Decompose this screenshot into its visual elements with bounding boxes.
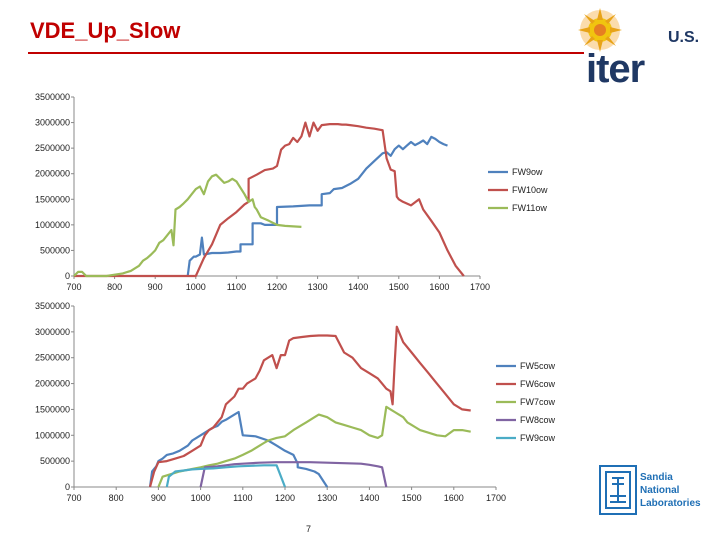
sandia-line-1: Sandia — [640, 472, 673, 483]
legend-label: FW8cow — [520, 415, 556, 425]
page-title: VDE_Up_Slow — [30, 18, 181, 43]
top-chart: 0 500000 1000000 1500000 2000000 2500000 30000… — [35, 92, 548, 292]
y-tick-label: 1500000 — [35, 194, 70, 204]
x-tick-label: 700 — [66, 282, 81, 292]
x-tick-label: 1100 — [227, 282, 246, 292]
series-line-fw6cow — [148, 325, 471, 488]
x-tick-label: 1000 — [191, 493, 211, 503]
sandia-line-2: National — [640, 485, 680, 496]
y-tick-label: 500000 — [40, 456, 70, 466]
y-tick-label: 2500000 — [35, 353, 70, 363]
y-tick-label: 3000000 — [35, 327, 70, 337]
series-line-fw8cow — [199, 461, 388, 488]
x-tick-label: 1100 — [233, 493, 252, 503]
series-line-fw10ow — [74, 121, 465, 278]
x-tick-label: 1400 — [348, 282, 368, 292]
x-tick-label: 1200 — [275, 493, 295, 503]
series-line-fw7cow — [157, 405, 471, 488]
sun-icon — [578, 8, 622, 52]
x-tick-label: 900 — [148, 282, 163, 292]
y-tick-label: 500000 — [40, 245, 70, 255]
x-tick-label: 700 — [66, 493, 81, 503]
y-tick-label: 3000000 — [35, 118, 70, 128]
sandia-line-3: Laboratories — [640, 498, 701, 509]
x-tick-label: 1300 — [308, 282, 328, 292]
x-tick-label: 800 — [107, 282, 122, 292]
x-tick-label: 1600 — [429, 282, 449, 292]
title-underline — [28, 52, 584, 54]
series-line-fw5cow — [148, 410, 329, 488]
y-tick-label: 1000000 — [35, 220, 70, 230]
x-tick-label: 1400 — [359, 493, 379, 503]
legend-label: FW7cow — [520, 397, 556, 407]
x-tick-label: 800 — [109, 493, 124, 503]
x-tick-label: 1500 — [389, 282, 409, 292]
sandia-logo: Sandia National Laboratories — [599, 465, 701, 515]
y-tick-label: 3500000 — [35, 92, 70, 102]
legend-label: FW11ow — [512, 203, 547, 213]
x-tick-label: 900 — [151, 493, 166, 503]
x-tick-label: 1000 — [186, 282, 206, 292]
bottom-chart: 0 500000 1000000 1500000 2000000 2500000 30000… — [35, 301, 556, 503]
x-tick-label: 1600 — [444, 493, 464, 503]
x-tick-label: 1700 — [470, 282, 490, 292]
x-tick-label: 1200 — [267, 282, 287, 292]
x-tick-label: 1300 — [317, 493, 337, 503]
y-tick-label: 3500000 — [35, 301, 70, 311]
legend-label: FW5cow — [520, 361, 556, 371]
legend-label: FW9ow — [512, 167, 543, 177]
y-tick-label: 1500000 — [35, 404, 70, 414]
y-tick-label: 2000000 — [35, 379, 70, 389]
series-line-fw9ow — [186, 135, 448, 277]
legend-label: FW6cow — [520, 379, 556, 389]
y-tick-label: 2500000 — [35, 143, 70, 153]
series-line-fw11ow — [73, 173, 302, 278]
legend-label: FW9cow — [520, 433, 556, 443]
y-tick-label: 0 — [65, 271, 70, 281]
y-tick-label: 1000000 — [35, 430, 70, 440]
legend-label: FW10ow — [512, 185, 548, 195]
iter-logo: U.S. iter — [578, 8, 699, 84]
series-line-fw9cow — [165, 464, 287, 488]
iter-prefix: U.S. — [668, 29, 699, 46]
iter-wordmark: iter — [586, 47, 645, 84]
x-tick-label: 1500 — [402, 493, 422, 503]
y-tick-label: 2000000 — [35, 169, 70, 179]
y-tick-label: 0 — [65, 482, 70, 492]
x-tick-label: 1700 — [486, 493, 506, 503]
page-number: 7 — [306, 524, 312, 534]
